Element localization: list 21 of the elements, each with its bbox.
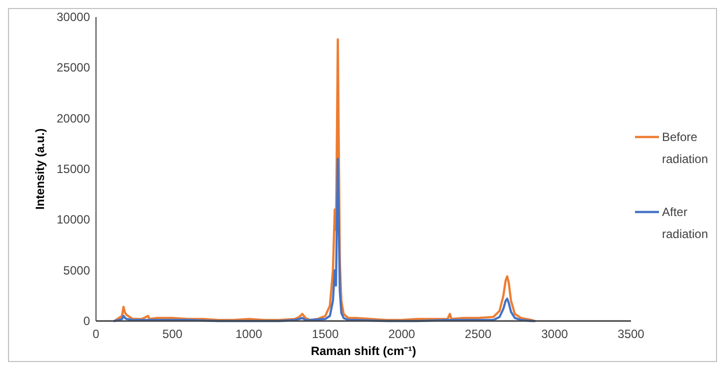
y-tick-label: 10000 [56, 212, 90, 227]
x-tick-label: 3500 [618, 327, 645, 341]
x-tick-label: 3000 [541, 327, 568, 341]
line-series [113, 158, 536, 322]
x-axis-title: Raman shift (cm⁻¹) [310, 344, 416, 358]
legend-label: Before radiation [662, 130, 708, 166]
x-tick-label: 1500 [312, 327, 339, 341]
y-tick-label: 5000 [63, 263, 90, 278]
y-axis-title: Intensity (a.u.) [33, 128, 47, 210]
y-tick-label: 20000 [56, 111, 90, 126]
y-tick-label: 30000 [56, 10, 90, 24]
x-tick-label: 0 [92, 327, 100, 341]
legend-label: After radiation [662, 205, 708, 241]
y-tick-label: 25000 [56, 60, 90, 75]
y-tick-label: 15000 [56, 162, 90, 176]
x-tick-label: 500 [162, 327, 183, 341]
x-tick-label: 2000 [388, 327, 416, 341]
x-tick-label: 2500 [464, 327, 492, 341]
line-series [113, 38, 536, 322]
x-tick-label: 1000 [236, 327, 263, 341]
y-tick-label: 0 [83, 314, 90, 328]
